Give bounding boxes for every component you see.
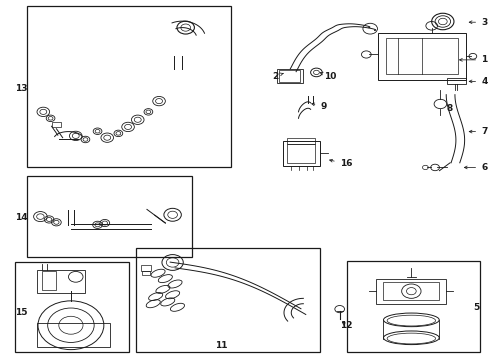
Text: 15: 15 [15, 308, 28, 317]
Bar [378, 33, 465, 80]
Text: 13: 13 [15, 84, 28, 93]
Bar [27, 6, 230, 167]
Bar [346, 261, 479, 352]
Bar [287, 138, 315, 144]
Bar [375, 279, 446, 304]
Bar [383, 282, 438, 300]
Bar [136, 248, 320, 352]
Bar [141, 265, 151, 271]
Bar [51, 122, 61, 127]
Text: 16: 16 [329, 159, 351, 168]
Text: 8: 8 [446, 104, 451, 113]
Text: 9: 9 [311, 102, 326, 111]
Bar [27, 176, 192, 257]
Bar [279, 70, 299, 82]
Bar [446, 78, 465, 84]
Text: 2: 2 [271, 72, 283, 81]
Text: 3: 3 [468, 18, 487, 27]
Text: 7: 7 [468, 127, 487, 136]
Bar [37, 323, 109, 347]
Text: 6: 6 [464, 163, 487, 172]
Text: 12: 12 [339, 321, 351, 330]
Text: 14: 14 [15, 213, 28, 222]
Bar [385, 39, 457, 74]
Bar [15, 262, 129, 352]
Bar [276, 69, 303, 83]
Text: 4: 4 [468, 77, 487, 86]
Bar [287, 144, 315, 163]
Text: 11: 11 [214, 341, 227, 350]
Bar [282, 140, 320, 166]
Bar [142, 271, 149, 275]
Bar [37, 270, 85, 293]
Text: 10: 10 [320, 72, 336, 81]
Text: 5: 5 [472, 303, 478, 312]
Text: 1: 1 [459, 55, 487, 64]
Bar [42, 271, 56, 291]
